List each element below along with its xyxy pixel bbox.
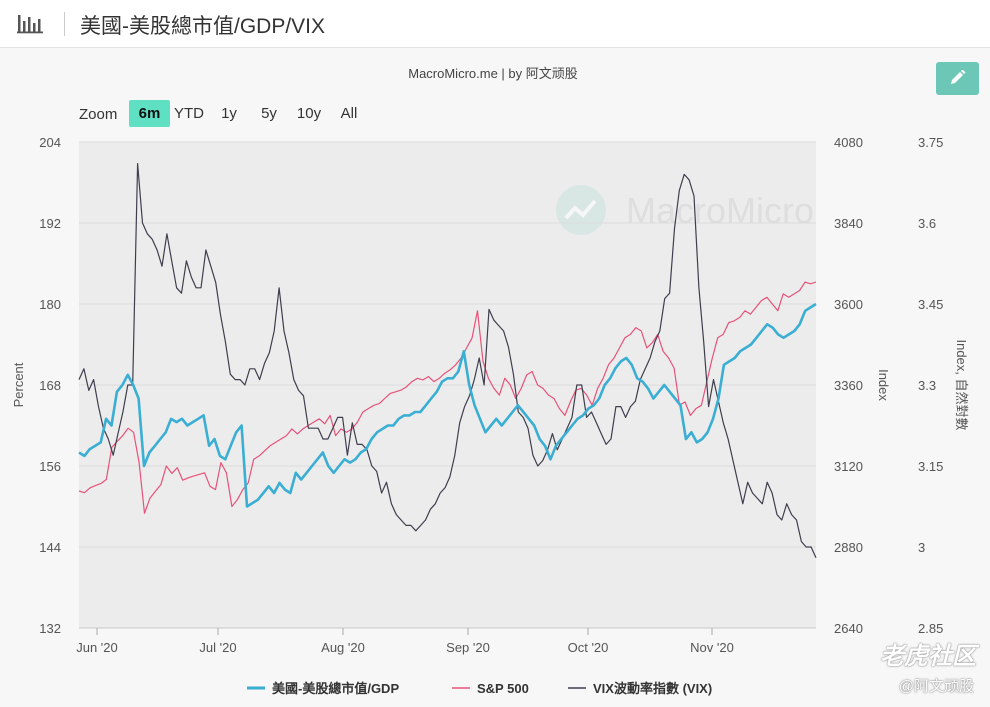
- zoom-bar: Zoom 6m YTD 1y 5y 10y All: [79, 100, 357, 127]
- left-tick-label: 168: [39, 378, 61, 393]
- zoom-ytd-button[interactable]: YTD: [174, 105, 204, 122]
- zoom-label: Zoom: [79, 106, 117, 123]
- legend-label-ratio: 美國-美股總市值/GDP: [272, 681, 399, 696]
- middle-tick-label: 2640: [834, 621, 863, 636]
- right-tick-label: 3.75: [918, 135, 943, 150]
- left-tick-label: 180: [39, 297, 61, 312]
- left-axis: 204 192 180 168 156 144 132: [39, 135, 61, 636]
- tiger-community-watermark: 老虎社区: [834, 636, 976, 671]
- series-line-sp500: [78, 281, 817, 514]
- logo-chart-stroke: [564, 199, 597, 220]
- zoom-10y-button[interactable]: 10y: [297, 105, 322, 122]
- left-tick-label: 204: [39, 135, 61, 150]
- middle-axis-title: Index: [876, 369, 891, 401]
- middle-tick-label: 4080: [834, 135, 863, 150]
- legend-label-vix: VIX波動率指數 (VIX): [593, 681, 712, 696]
- legend: 美國-美股總市值/GDP S&P 500 VIX波動率指數 (VIX): [247, 681, 712, 696]
- right-tick-label: 3.15: [918, 459, 943, 474]
- series-lines: [78, 163, 817, 559]
- middle-tick-label: 3600: [834, 297, 863, 312]
- right-axis-title: Index, 自然對數: [954, 339, 969, 430]
- legend-item-ratio[interactable]: 美國-美股總市值/GDP: [247, 681, 399, 696]
- right-tick-label: 2.85: [918, 621, 943, 636]
- bar-chart-icon[interactable]: [16, 12, 44, 34]
- series-line-ratio: [78, 302, 817, 508]
- middle-axis: 4080 3840 3600 3360 3120 2880 2640: [834, 135, 863, 636]
- chart-watermark: MacroMicro: [556, 185, 814, 235]
- x-tick-label: Aug '20: [321, 640, 365, 655]
- author-watermark: @阿文顽股: [850, 675, 974, 696]
- chart-area: MacroMicro.me | by 阿文顽股 Zoom 6m YTD 1y 5…: [11, 66, 969, 696]
- watermark-text: MacroMicro: [626, 190, 814, 231]
- legend-item-sp500[interactable]: S&P 500: [452, 681, 529, 696]
- zoom-6m-button[interactable]: 6m: [139, 105, 161, 122]
- right-axis: 3.75 3.6 3.45 3.3 3.15 3 2.85: [918, 135, 943, 636]
- macromicro-logo-icon: [556, 185, 606, 235]
- legend-item-vix[interactable]: VIX波動率指數 (VIX): [568, 681, 712, 696]
- tiger-brand-text: 老虎社区: [880, 643, 976, 670]
- left-tick-label: 144: [39, 540, 61, 555]
- gridlines: [79, 141, 816, 629]
- legend-label-sp500: S&P 500: [477, 681, 529, 696]
- zoom-1y-button[interactable]: 1y: [221, 105, 237, 122]
- middle-tick-label: 3360: [834, 378, 863, 393]
- pencil-icon: [951, 70, 966, 84]
- middle-tick-label: 3120: [834, 459, 863, 474]
- x-tick-label: Nov '20: [690, 640, 734, 655]
- left-tick-label: 132: [39, 621, 61, 636]
- author-text: @阿文顽股: [898, 678, 974, 695]
- x-tick-label: Oct '20: [568, 640, 609, 655]
- header-bar: 美國-美股總市值/GDP/VIX: [0, 0, 990, 48]
- left-tick-label: 192: [39, 216, 61, 231]
- right-tick-label: 3.45: [918, 297, 943, 312]
- x-tick-label: Jul '20: [199, 640, 236, 655]
- x-tick-label: Sep '20: [446, 640, 490, 655]
- x-tick-label: Jun '20: [76, 640, 118, 655]
- right-tick-label: 3: [918, 540, 925, 555]
- x-axis: Jun '20 Jul '20 Aug '20 Sep '20 Oct '20 Nov '…: [76, 628, 734, 655]
- right-tick-label: 3.6: [918, 216, 936, 231]
- series-line-vix: [78, 163, 817, 559]
- middle-tick-label: 2880: [834, 540, 863, 555]
- left-axis-title: Percent: [11, 362, 26, 407]
- header-separator: [64, 12, 65, 36]
- zoom-all-button[interactable]: All: [341, 105, 358, 122]
- zoom-5y-button[interactable]: 5y: [261, 105, 277, 122]
- edit-button[interactable]: [936, 62, 979, 95]
- chart-credit: MacroMicro.me | by 阿文顽股: [408, 66, 578, 81]
- page-title: 美國-美股總市值/GDP/VIX: [80, 15, 326, 38]
- left-tick-label: 156: [39, 459, 61, 474]
- middle-tick-label: 3840: [834, 216, 863, 231]
- right-tick-label: 3.3: [918, 378, 936, 393]
- zoom-selected-highlight: [129, 100, 170, 127]
